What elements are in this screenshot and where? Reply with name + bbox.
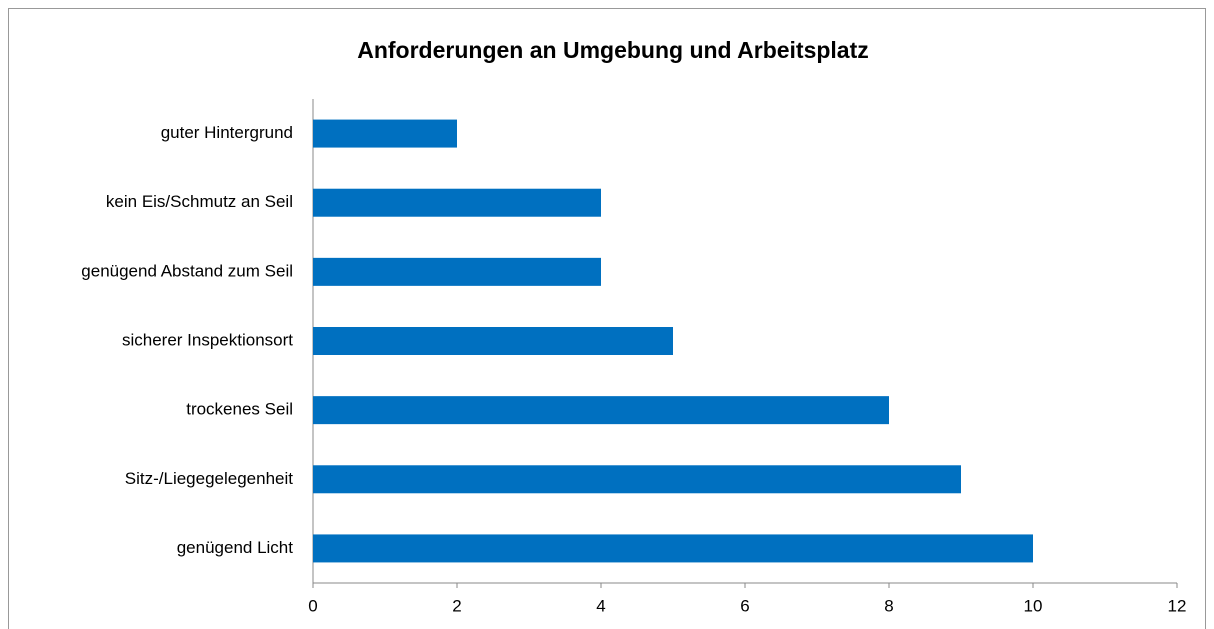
x-tick-label: 2: [452, 596, 461, 615]
bar: [313, 188, 601, 217]
bar: [313, 327, 673, 355]
x-tick-label: 10: [1024, 596, 1043, 615]
x-tick-label: 0: [308, 596, 317, 615]
bar: [313, 396, 889, 425]
x-tick-label: 6: [740, 596, 749, 615]
y-tick-label: genügend Abstand zum Seil: [81, 261, 293, 280]
y-tick-label: sicherer Inspektionsort: [122, 330, 293, 349]
chart-border: [8, 8, 1206, 629]
bar: [313, 119, 457, 148]
x-tick-label: 12: [1168, 596, 1187, 615]
bar: [313, 465, 961, 494]
x-tick-label: 8: [884, 596, 893, 615]
y-tick-label: guter Hintergrund: [161, 123, 293, 142]
x-tick-label: 4: [596, 596, 605, 615]
bar: [313, 534, 1033, 563]
chart-title: Anforderungen an Umgebung und Arbeitspla…: [357, 37, 869, 63]
y-tick-label: Sitz-/Liegegelegenheit: [125, 469, 294, 488]
bar: [313, 257, 601, 286]
y-tick-label: kein Eis/Schmutz an Seil: [106, 192, 293, 211]
y-tick-label: genügend Licht: [177, 538, 294, 557]
y-tick-label: trockenes Seil: [186, 400, 293, 419]
